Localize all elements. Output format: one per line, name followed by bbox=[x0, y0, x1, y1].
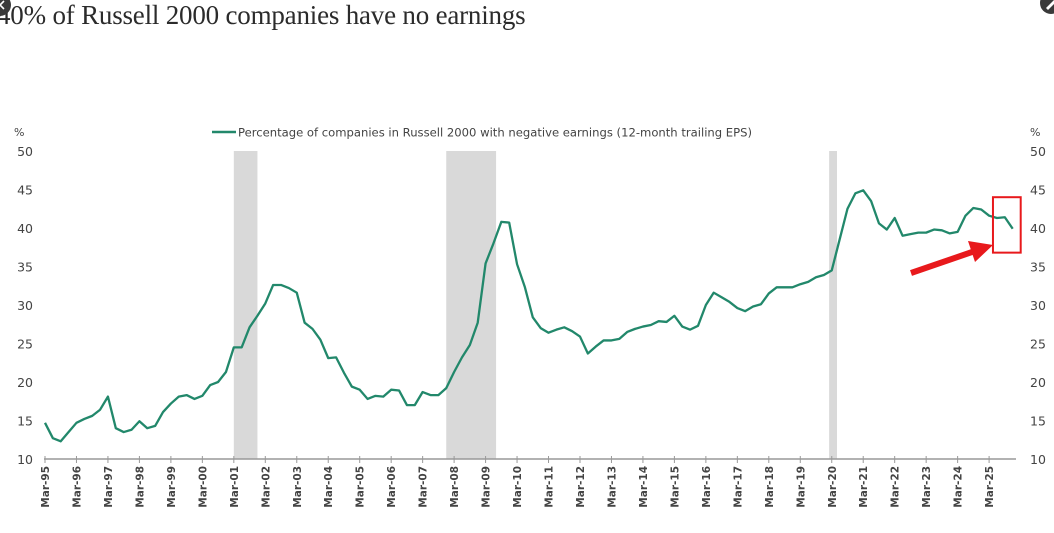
x-tick-label: Mar-22 bbox=[890, 466, 902, 508]
y-unit-left: % bbox=[14, 126, 24, 139]
y-tick-label-left: 25 bbox=[17, 337, 33, 352]
y-tick-label-right: 15 bbox=[1030, 414, 1046, 429]
edit-icon bbox=[1046, 0, 1054, 10]
recession-band bbox=[829, 151, 837, 459]
x-tick-label: Mar-20 bbox=[827, 466, 839, 508]
y-tick-label-right: 35 bbox=[1030, 260, 1046, 275]
x-tick-label: Mar-24 bbox=[953, 466, 965, 508]
x-tick-label: Mar-00 bbox=[197, 466, 209, 508]
arrow-head bbox=[968, 241, 993, 262]
edit-button[interactable] bbox=[1040, 0, 1054, 14]
x-tick-label: Mar-25 bbox=[984, 466, 996, 508]
x-tick-label: Mar-23 bbox=[921, 466, 933, 508]
x-tick-label: Mar-98 bbox=[134, 466, 146, 508]
x-tick-label: Mar-18 bbox=[764, 466, 776, 508]
y-tick-label-left: 15 bbox=[17, 414, 33, 429]
highlight-box bbox=[991, 196, 1022, 254]
y-tick-label-left: 20 bbox=[17, 375, 33, 390]
x-tick-label: Mar-97 bbox=[103, 466, 115, 508]
axes: 10 10 15 15 20 20 25 25 30 30 35 35 40 40 45 45 50 50 Mar-… bbox=[17, 144, 1046, 508]
y-tick-label-left: 50 bbox=[17, 144, 33, 159]
x-tick-label: Mar-06 bbox=[386, 466, 398, 508]
legend: Percentage of companies in Russell 2000 … bbox=[212, 126, 752, 140]
y-tick-label-left: 40 bbox=[17, 221, 33, 236]
y-tick-label-right: 25 bbox=[1030, 337, 1046, 352]
x-tick-label: Mar-13 bbox=[606, 466, 618, 508]
page-title: 40% of Russell 2000 companies have no ea… bbox=[0, 0, 526, 30]
y-tick-label-right: 40 bbox=[1030, 221, 1046, 236]
y-tick-label-right: 20 bbox=[1030, 375, 1046, 390]
x-tick-label: Mar-99 bbox=[166, 466, 178, 508]
x-tick-label: Mar-09 bbox=[481, 466, 493, 508]
x-tick-label: Mar-08 bbox=[449, 466, 461, 508]
annotations bbox=[910, 196, 1022, 276]
y-tick-label-left: 45 bbox=[17, 183, 33, 198]
x-tick-label: Mar-15 bbox=[669, 466, 681, 508]
x-tick-label: Mar-14 bbox=[638, 466, 650, 508]
series-group bbox=[43, 189, 1014, 443]
x-tick-label: Mar-03 bbox=[292, 466, 304, 508]
arrow-shaft bbox=[910, 248, 976, 276]
y-tick-label-right: 10 bbox=[1030, 452, 1046, 467]
x-tick-label: Mar-12 bbox=[575, 466, 587, 508]
x-tick-label: Mar-96 bbox=[71, 466, 83, 508]
x-tick-label: Mar-21 bbox=[858, 466, 870, 508]
close-icon bbox=[0, 0, 5, 10]
y-tick-label-right: 45 bbox=[1030, 183, 1046, 198]
y-tick-label-left: 35 bbox=[17, 260, 33, 275]
series-line bbox=[43, 189, 1014, 443]
recession-band bbox=[446, 151, 497, 459]
recession-band bbox=[233, 151, 258, 459]
legend-label: Percentage of companies in Russell 2000 … bbox=[238, 126, 752, 140]
x-tick-label: Mar-11 bbox=[544, 466, 556, 508]
x-tick-label: Mar-17 bbox=[732, 466, 744, 508]
y-tick-label-left: 30 bbox=[17, 298, 33, 313]
x-tick-label: Mar-01 bbox=[229, 466, 241, 508]
y-tick-label-left: 10 bbox=[17, 452, 33, 467]
close-button[interactable] bbox=[0, 0, 11, 16]
y-tick-label-right: 30 bbox=[1030, 298, 1046, 313]
x-tick-label: Mar-04 bbox=[323, 466, 335, 508]
x-tick-label: Mar-16 bbox=[701, 466, 713, 508]
x-tick-label: Mar-07 bbox=[418, 466, 430, 508]
recession-bands bbox=[233, 151, 837, 459]
x-tick-label: Mar-95 bbox=[40, 466, 52, 508]
x-tick-label: Mar-10 bbox=[512, 466, 524, 508]
x-tick-label: Mar-19 bbox=[795, 466, 807, 508]
x-tick-label: Mar-05 bbox=[355, 466, 367, 508]
x-tick-label: Mar-02 bbox=[260, 466, 272, 508]
y-tick-label-right: 50 bbox=[1030, 144, 1046, 159]
y-unit-right: % bbox=[1030, 126, 1040, 139]
